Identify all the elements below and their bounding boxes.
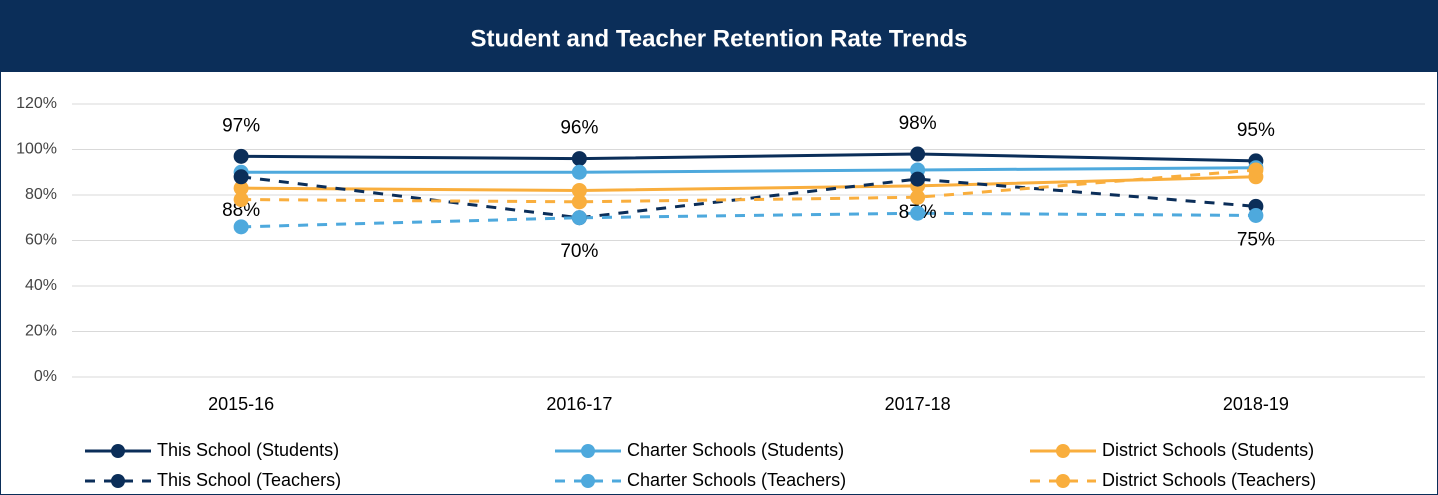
data-point	[571, 210, 587, 226]
y-tick-label: 120%	[16, 95, 57, 112]
data-point	[910, 189, 926, 205]
data-point	[1248, 162, 1264, 178]
legend-label: This School (Students)	[157, 440, 339, 460]
data-point	[233, 192, 249, 208]
legend-label: This School (Teachers)	[157, 470, 341, 490]
data-point	[571, 164, 587, 180]
data-point	[233, 219, 249, 235]
chart-title: Student and Teacher Retention Rate Trend…	[471, 25, 968, 52]
data-point	[233, 148, 249, 164]
data-label: 98%	[899, 113, 937, 134]
legend-item: This School (Teachers)	[85, 470, 341, 490]
series-line	[241, 152, 1256, 163]
legend-item: Charter Schools (Students)	[555, 440, 844, 460]
legend-swatch-marker	[581, 444, 595, 458]
data-point	[910, 171, 926, 187]
legend-swatch-marker	[111, 474, 125, 488]
y-tick-label: 60%	[25, 232, 57, 249]
data-point	[571, 182, 587, 198]
series-line	[241, 211, 1256, 229]
series-line	[241, 175, 1256, 192]
data-label: 75%	[1237, 229, 1275, 250]
legend-swatch-marker	[111, 444, 125, 458]
x-tick-label: 2018-19	[1223, 394, 1289, 414]
legend-label: Charter Schools (Teachers)	[627, 470, 846, 490]
data-label: 97%	[222, 115, 260, 136]
data-point	[910, 205, 926, 221]
x-tick-label: 2017-18	[885, 394, 951, 414]
data-point	[233, 169, 249, 185]
y-tick-label: 100%	[16, 141, 57, 158]
data-label: 95%	[1237, 120, 1275, 141]
data-point	[1248, 207, 1264, 223]
legend-item: District Schools (Students)	[1030, 440, 1314, 460]
y-tick-label: 0%	[34, 368, 57, 385]
legend-item: Charter Schools (Teachers)	[555, 470, 846, 490]
data-label: 70%	[560, 241, 598, 262]
legend-swatch-marker	[1056, 474, 1070, 488]
legend-label: District Schools (Teachers)	[1102, 470, 1316, 490]
x-tick-label: 2016-17	[546, 394, 612, 414]
data-label: 88%	[222, 200, 260, 221]
series-line	[241, 166, 1256, 174]
legend-label: District Schools (Students)	[1102, 440, 1314, 460]
title-bar	[0, 0, 1438, 72]
legend-item: District Schools (Teachers)	[1030, 470, 1316, 490]
y-tick-label: 40%	[25, 277, 57, 294]
legend-label: Charter Schools (Students)	[627, 440, 844, 460]
data-point	[910, 146, 926, 162]
legend-swatch-marker	[1056, 444, 1070, 458]
y-tick-label: 80%	[25, 186, 57, 203]
data-point	[571, 151, 587, 167]
x-tick-label: 2015-16	[208, 394, 274, 414]
legend-item: This School (Students)	[85, 440, 339, 460]
y-tick-label: 20%	[25, 323, 57, 340]
data-point	[233, 180, 249, 196]
legend-swatch-marker	[581, 474, 595, 488]
data-label: 96%	[560, 118, 598, 139]
data-point	[571, 194, 587, 210]
